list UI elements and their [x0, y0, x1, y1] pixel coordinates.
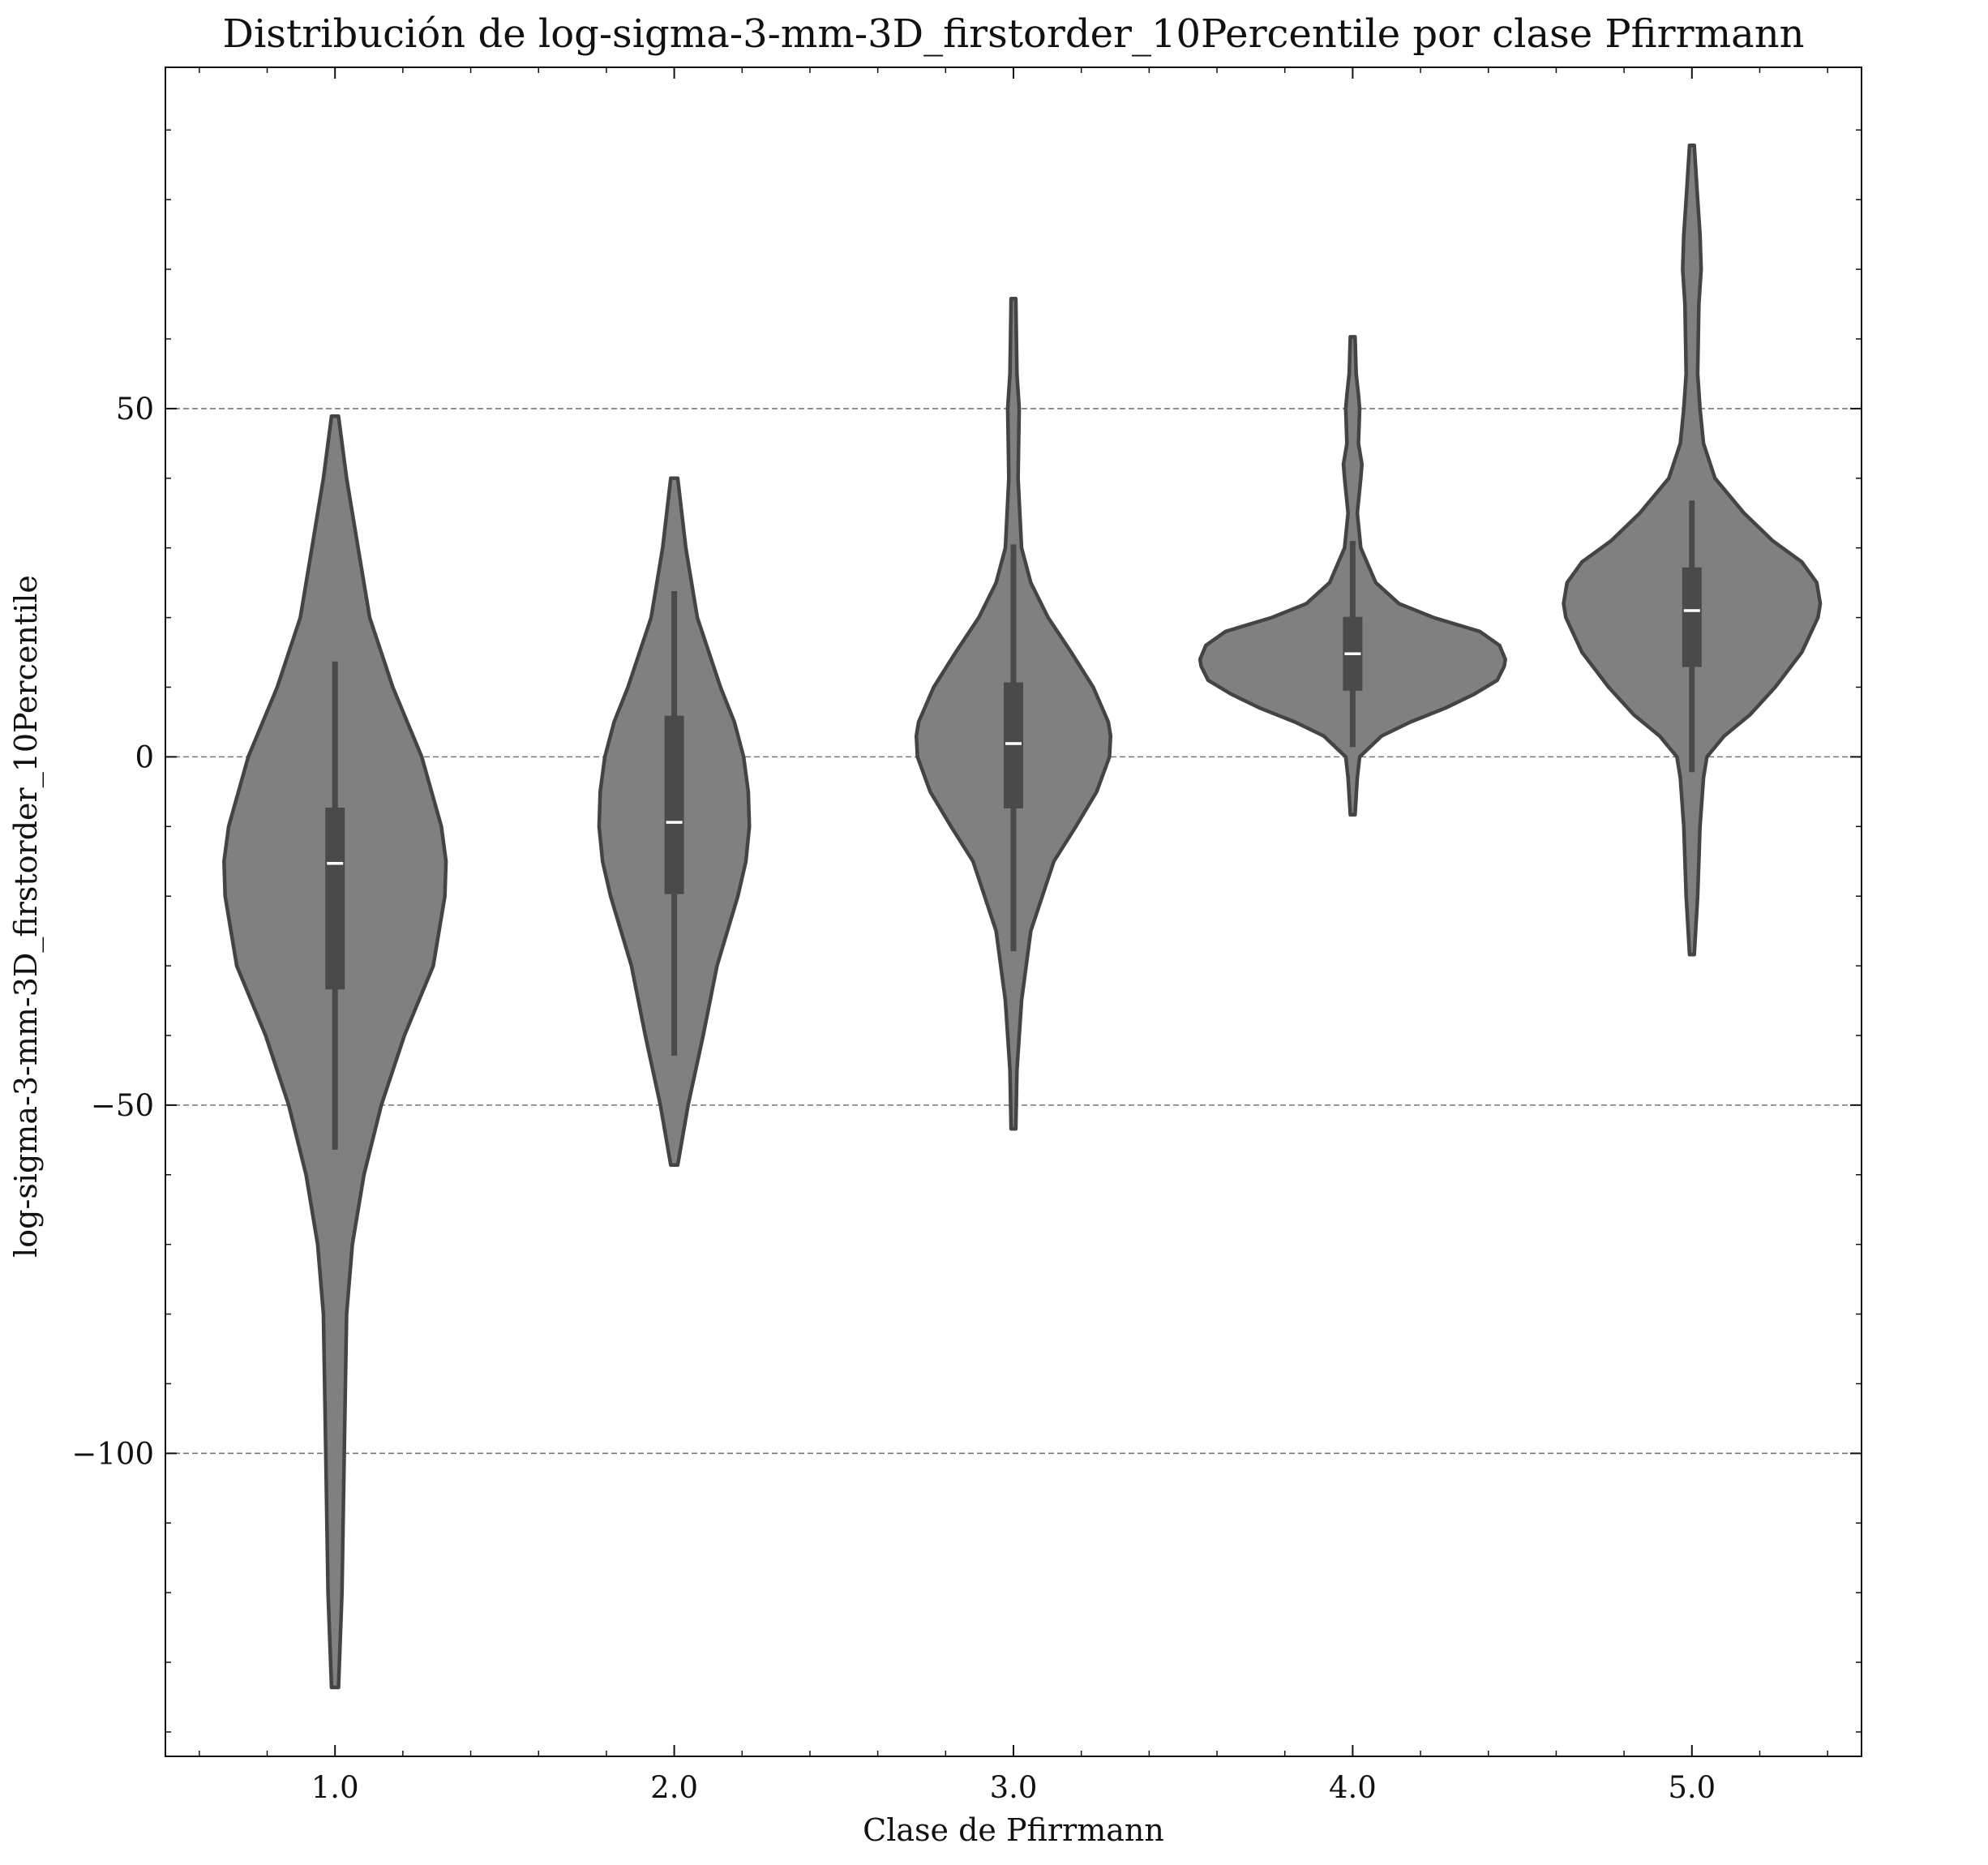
axes: 50 0 −50 −100 1.0 2.0 3.0 4.0 5.0 [71, 66, 1862, 1805]
x-tick-label: 5.0 [1668, 1770, 1716, 1805]
violin-iqr-box [1682, 567, 1702, 667]
x-tick-label: 4.0 [1329, 1770, 1377, 1805]
violin-iqr-box [325, 808, 345, 990]
violin-iqr-box [664, 715, 684, 894]
y-tick-label: −100 [71, 1436, 154, 1471]
y-tick-label: −50 [91, 1088, 154, 1123]
y-tick-label: 0 [135, 740, 154, 774]
x-tick-label: 1.0 [311, 1770, 359, 1805]
violins [222, 143, 1823, 1690]
x-tick-label: 2.0 [650, 1770, 698, 1805]
x-axis-label: Clase de Pfirrmann [863, 1812, 1164, 1848]
y-axis-label: log-sigma-3-mm-3D_firstorder_10Percentil… [8, 575, 45, 1258]
chart-title: Distribución de log-sigma-3-mm-3D_firsto… [222, 11, 1804, 57]
x-tick-label: 3.0 [990, 1770, 1038, 1805]
y-tick-label: 50 [116, 392, 154, 427]
violin-iqr-box [1004, 682, 1023, 808]
